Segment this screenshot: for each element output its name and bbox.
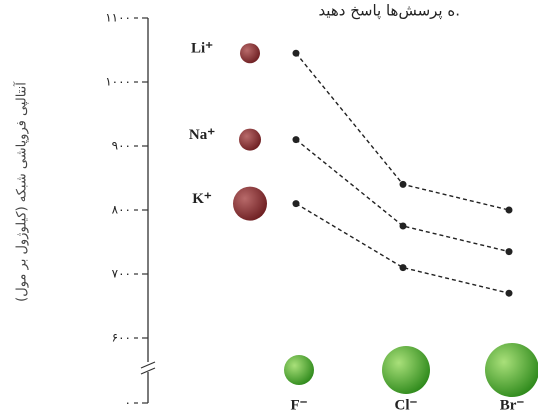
point (505, 206, 513, 214)
series-line (295, 202, 510, 294)
x-tick-label: Br⁻ (500, 397, 525, 413)
legend-label: K⁺ (192, 191, 212, 207)
x-tick-label: F⁻ (290, 397, 307, 413)
point (292, 49, 300, 57)
point (399, 180, 407, 188)
y-tick-label: ۸۰۰ (112, 203, 131, 217)
point (399, 222, 407, 230)
y-tick-label: ۹۰۰ (112, 139, 131, 153)
point (399, 264, 407, 272)
y-tick-label: ۱۱۰۰ (105, 11, 131, 25)
y-tick-label: ۷۰۰ (112, 267, 131, 281)
cation (233, 186, 267, 221)
y-tick-label: ۰ (125, 396, 131, 410)
legend-label: Li⁺ (191, 41, 213, 57)
legend-label: Na⁺ (189, 127, 215, 143)
anion (284, 355, 314, 385)
y-axis-label: آنتالپی فروپاشی شبکه (کیلوژول بر مول) (13, 81, 30, 302)
y-tick-label: ۶۰۰ (112, 331, 131, 345)
anion (382, 346, 430, 394)
point (292, 136, 300, 144)
cation (240, 43, 260, 64)
series-line (295, 139, 510, 253)
x-tick-label: Cl⁻ (395, 397, 418, 413)
axis-break (140, 361, 156, 369)
chart-title: ه پرسش‌ها پاسخ دهید. (318, 2, 460, 21)
point (505, 248, 513, 256)
axis-break (140, 367, 156, 375)
y-tick-label: ۱۰۰۰ (105, 75, 131, 89)
anion (485, 343, 538, 397)
point (292, 200, 300, 208)
cation (239, 128, 261, 151)
point (505, 289, 513, 297)
